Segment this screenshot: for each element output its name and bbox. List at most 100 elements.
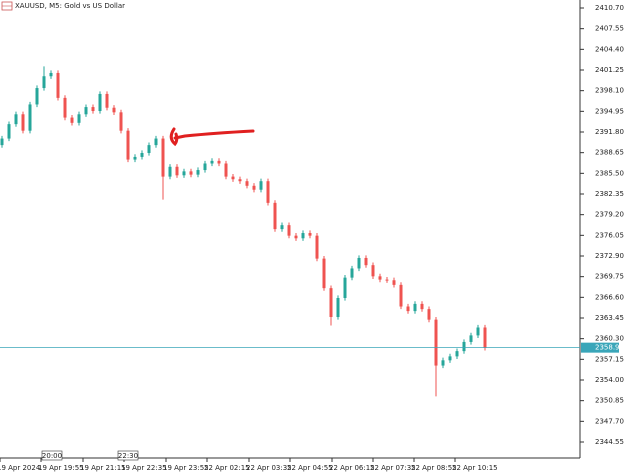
symbol-icon [1,1,13,11]
time-marker-label: 20:00 [42,452,62,460]
x-tick-label: 19 Apr 2024 [0,464,41,472]
candle-body [189,171,193,175]
candle-body [308,233,312,236]
candle-body [147,145,151,153]
candle-body [266,181,270,203]
x-tick-label: 19 Apr 19:55 [38,464,84,472]
y-tick-label: 2398.10 [595,87,624,95]
candle-body [168,166,172,177]
candle-body [105,93,109,108]
annotation-arrow [169,127,255,147]
candle-body [70,117,74,123]
candle-body [448,356,452,361]
candle-body [406,306,410,312]
candle-body [7,124,11,139]
y-tick-label: 2379.20 [595,211,624,219]
candle-body [259,181,263,190]
candle-body [217,160,221,164]
x-tick-label: 22 Apr 02:15 [204,464,250,472]
candle-body [98,93,102,112]
candle-body [161,138,165,177]
candle-body [49,72,53,77]
y-tick-label: 2410.70 [595,4,624,12]
candle-body [252,185,256,190]
candle-body [140,152,144,157]
candle-body [84,107,88,115]
time-marker-box [117,450,139,461]
candle-body [119,112,123,131]
y-tick-label: 2363.45 [595,314,624,322]
candle-body [385,279,389,281]
candle-body [77,114,81,123]
candle-body [238,179,242,182]
current-price-box [581,342,619,353]
candle-body [280,225,284,230]
candle-body [112,107,116,113]
candle-body [462,341,466,352]
chart-title: XAUUSD, M5: Gold vs US Dollar [15,2,125,10]
candle-body [315,235,319,259]
y-tick-label: 2360.30 [595,335,624,343]
candle-body [350,268,354,278]
candle-body [336,297,340,318]
candle-body [455,351,459,357]
x-tick-label: 22 Apr 06:15 [329,464,375,472]
candle-body [371,265,375,277]
time-marker-label: 22:30 [118,452,138,460]
candle-body [476,327,480,336]
candle-body [28,104,32,131]
candle-body [196,170,200,175]
candle-body [392,280,396,285]
y-tick-label: 2385.50 [595,169,624,177]
candle-body [420,303,424,310]
candle-body [126,130,130,160]
x-tick-label: 19 Apr 21:15 [80,464,126,472]
candle-body [301,233,305,239]
x-tick-label: 22 Apr 08:55 [411,464,457,472]
candle-body [182,171,186,176]
y-tick-label: 2404.40 [595,45,624,53]
y-tick-label: 2407.55 [595,25,624,33]
candle-body [294,235,298,239]
time-marker-box [41,450,63,461]
current-price-label: 2358.93 [595,344,624,352]
candle-body [378,276,382,280]
x-tick-label: 19 Apr 22:35 [121,464,167,472]
y-tick-label: 2382.35 [595,190,624,198]
candle-body [203,163,207,171]
x-tick-label: 22 Apr 07:35 [370,464,416,472]
x-tick-label: 22 Apr 03:35 [246,464,292,472]
y-tick-label: 2369.75 [595,273,624,281]
candle-body [91,107,95,112]
candle-body [322,258,326,289]
candle-body [329,288,333,318]
y-tick-label: 2357.15 [595,355,624,363]
candle-body [14,114,18,125]
y-tick-label: 2372.90 [595,252,624,260]
candle-body [231,176,235,180]
x-tick-label: 19 Apr 23:55 [163,464,209,472]
y-tick-label: 2401.25 [595,66,624,74]
candle-body [35,88,39,105]
candle-body [175,166,179,176]
candle-body [343,277,347,298]
y-tick-label: 2350.85 [595,397,624,405]
y-tick-label: 2347.70 [595,417,624,425]
candle-body [287,225,291,236]
candle-body [42,76,46,89]
candle-body [357,257,361,269]
candle-body [427,309,431,320]
x-tick-label: 22 Apr 10:15 [452,464,498,472]
candle-body [224,163,228,177]
candle-body [364,257,368,266]
y-tick-label: 2376.05 [595,231,624,239]
candle-body [413,303,417,312]
y-tick-label: 2366.60 [595,293,624,301]
candle-body [0,138,4,146]
candle-body [56,72,60,98]
candle-body [21,114,25,131]
candle-body [154,138,158,146]
candle-body [399,284,403,307]
